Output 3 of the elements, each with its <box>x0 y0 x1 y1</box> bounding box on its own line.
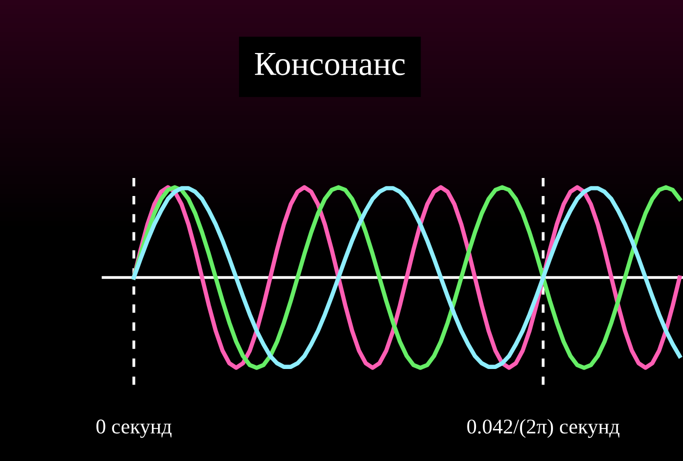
chart-title: Консонанс <box>254 53 405 76</box>
x-tick-label: 0.042/(2π) секунд <box>467 418 620 438</box>
x-tick-label: 0 секунд <box>96 420 172 438</box>
